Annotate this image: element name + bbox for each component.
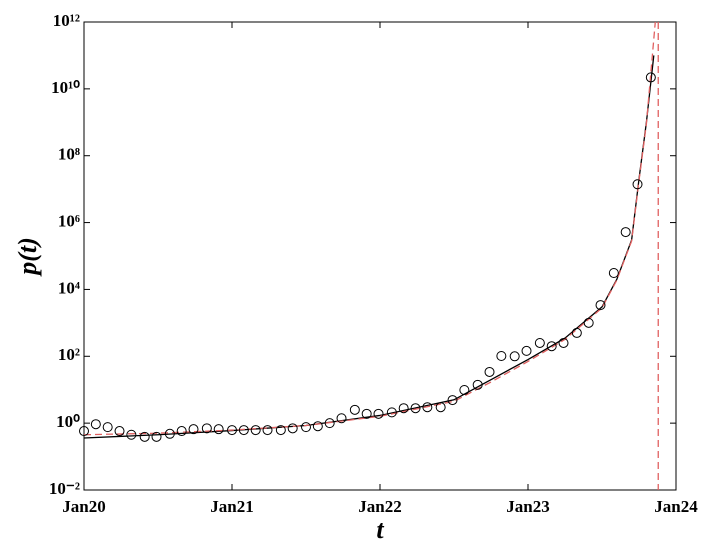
x-tick-label: Jan22 <box>358 497 401 516</box>
data-point <box>336 413 347 424</box>
data-point <box>188 424 199 435</box>
data-point <box>632 179 643 190</box>
fit-line <box>83 55 655 439</box>
data-point <box>312 421 323 432</box>
x-tick-label: Jan20 <box>62 497 105 516</box>
data-point <box>571 327 582 338</box>
data-point <box>79 426 89 437</box>
data-point <box>410 403 421 414</box>
data-point <box>114 426 125 437</box>
data-point <box>102 422 113 433</box>
data-point <box>534 337 545 348</box>
data-point <box>238 425 249 436</box>
data-point <box>176 426 187 437</box>
data-point <box>139 431 150 442</box>
data-point <box>484 366 495 377</box>
data-point <box>373 408 384 419</box>
data-point <box>287 423 298 434</box>
x-axis-label: t <box>376 515 384 544</box>
y-tick-label: 10⁸ <box>58 145 80 164</box>
data-point <box>472 379 483 390</box>
data-point <box>496 350 507 361</box>
data-point <box>262 425 273 436</box>
data-point <box>201 423 212 434</box>
data-point <box>546 341 557 352</box>
x-tick-label: Jan24 <box>654 497 698 516</box>
data-point <box>608 268 619 279</box>
data-point <box>227 425 237 436</box>
data-point <box>398 403 409 414</box>
y-axis-label: p(t) <box>13 237 42 277</box>
data-point <box>620 227 631 238</box>
y-tick-label: 10⁻² <box>49 479 80 498</box>
plot-frame <box>83 21 677 491</box>
fit-line <box>83 21 659 490</box>
data-point <box>583 317 594 328</box>
data-point <box>250 425 261 436</box>
data-point <box>645 72 656 83</box>
data-point <box>422 402 433 413</box>
y-tick-label: 10¹² <box>53 11 80 30</box>
y-tick-label: 10⁴ <box>58 278 80 297</box>
y-tick-label: 10¹⁰ <box>51 78 80 97</box>
data-point <box>301 422 311 433</box>
x-tick-label: Jan23 <box>506 497 549 516</box>
y-tick-label: 10² <box>58 345 80 364</box>
data-point <box>558 337 569 348</box>
y-tick-label: 10⁶ <box>58 211 80 230</box>
data-point <box>521 345 532 356</box>
data-point <box>447 395 458 406</box>
y-tick-label: 10⁰ <box>56 412 80 431</box>
data-point <box>349 404 360 415</box>
data-point <box>213 424 224 435</box>
data-point <box>509 351 520 362</box>
data-point <box>361 408 372 419</box>
data-point <box>164 428 175 439</box>
data-point <box>435 402 446 413</box>
x-tick-label: Jan21 <box>210 497 253 516</box>
data-point <box>324 418 335 429</box>
data-point <box>126 429 137 440</box>
data-point <box>151 431 162 442</box>
data-point <box>595 300 606 311</box>
data-point <box>386 407 397 418</box>
data-point <box>90 419 101 430</box>
data-point <box>275 425 286 436</box>
data-point <box>459 385 470 396</box>
